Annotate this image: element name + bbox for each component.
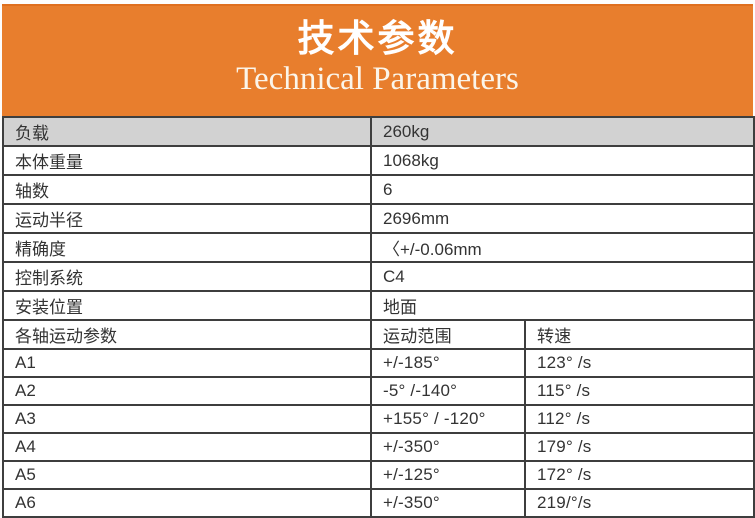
spec-row: 安装位置 地面: [2, 290, 755, 321]
axis-row: A3 +155° / -120° 112° /s: [2, 404, 755, 434]
spec-label-cell: 轴数: [2, 174, 372, 205]
spec-label-cell: 本体重量: [2, 145, 372, 176]
axis-row: A6 +/-350° 219/°/s: [2, 488, 755, 518]
axis-header-row: 各轴运动参数 运动范围 转速: [2, 319, 755, 350]
axis-name-cell: A6: [2, 488, 372, 518]
spec-value-cell: C4: [369, 261, 755, 292]
axis-range-cell: +/-185°: [370, 348, 526, 378]
spec-value-cell: 260kg: [369, 116, 755, 147]
axis-name-cell: A4: [2, 432, 372, 462]
spec-label-cell: 精确度: [2, 232, 372, 263]
axis-row: A4 +/-350° 179° /s: [2, 432, 755, 462]
axis-speed-cell: 112° /s: [523, 404, 755, 434]
parameters-table-body: 负载 260kg 本体重量 1068kg 轴数 6 运动半径 2696mm 精确…: [2, 116, 755, 518]
spec-label-cell: 安装位置: [2, 290, 372, 321]
spec-value-cell: 地面: [369, 290, 755, 321]
axis-range-cell: +/-350°: [370, 432, 526, 462]
spec-row: 轴数 6: [2, 174, 755, 205]
axis-speed-cell: 179° /s: [523, 432, 755, 462]
axis-range-cell: +/-350°: [370, 488, 526, 518]
spec-label-cell: 控制系统: [2, 261, 372, 292]
axis-row: A2 -5° /-140° 115° /s: [2, 376, 755, 406]
axis-speed-cell: 转速: [523, 319, 755, 350]
spec-row: 控制系统 C4: [2, 261, 755, 292]
axis-name-cell: A2: [2, 376, 372, 406]
spec-row: 运动半径 2696mm: [2, 203, 755, 234]
axis-row: A1 +/-185° 123° /s: [2, 348, 755, 378]
spec-row: 本体重量 1068kg: [2, 145, 755, 176]
spec-row: 精确度 〈+/-0.06mm: [2, 232, 755, 263]
axis-row: A5 +/-125° 172° /s: [2, 460, 755, 490]
axis-name-cell: 各轴运动参数: [2, 319, 372, 350]
spec-label-cell: 运动半径: [2, 203, 372, 234]
spec-value-cell: 2696mm: [369, 203, 755, 234]
axis-name-cell: A1: [2, 348, 372, 378]
axis-name-cell: A3: [2, 404, 372, 434]
axis-range-cell: +/-125°: [370, 460, 526, 490]
axis-range-cell: 运动范围: [370, 319, 526, 350]
spec-value-cell: 〈+/-0.06mm: [369, 232, 755, 263]
axis-range-cell: -5° /-140°: [370, 376, 526, 406]
spec-label-cell: 负载: [2, 116, 372, 147]
page-title-english: Technical Parameters: [236, 60, 519, 97]
axis-speed-cell: 219/°/s: [523, 488, 755, 518]
axis-name-cell: A5: [2, 460, 372, 490]
parameters-table: 负载 260kg 本体重量 1068kg 轴数 6 运动半径 2696mm 精确…: [2, 116, 755, 518]
spec-value-cell: 6: [369, 174, 755, 205]
axis-speed-cell: 115° /s: [523, 376, 755, 406]
page-title-chinese: 技术参数: [297, 18, 458, 59]
axis-range-cell: +155° / -120°: [370, 404, 526, 434]
header-banner: 技术参数 Technical Parameters: [2, 4, 753, 116]
spec-row: 负载 260kg: [2, 116, 755, 147]
axis-speed-cell: 123° /s: [523, 348, 755, 378]
axis-speed-cell: 172° /s: [523, 460, 755, 490]
spec-value-cell: 1068kg: [369, 145, 755, 176]
